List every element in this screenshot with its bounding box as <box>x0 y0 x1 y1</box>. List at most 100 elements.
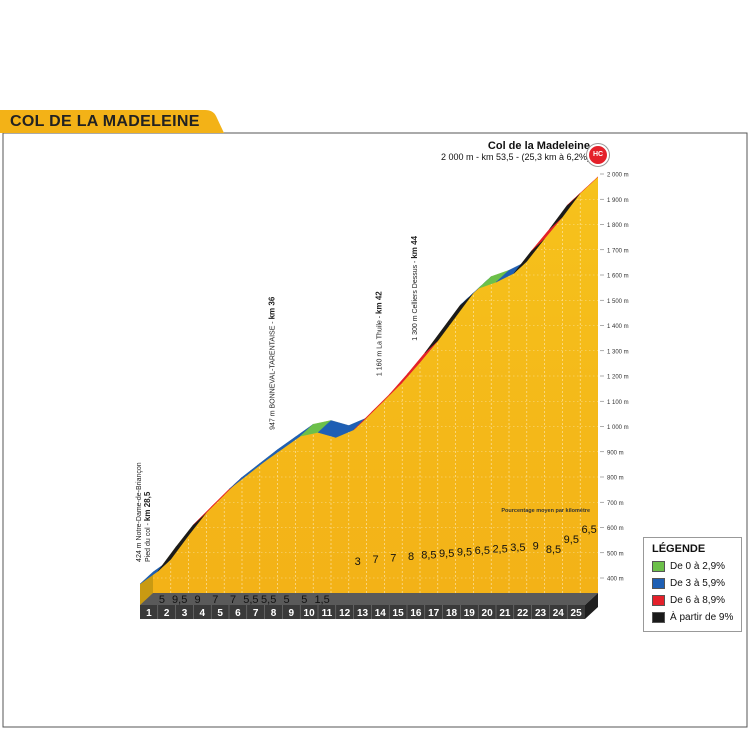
annotation-km: km 36 <box>268 296 277 319</box>
gradient-segment-25 <box>567 176 599 206</box>
km-marker: 3 <box>182 608 188 619</box>
legend-item-6-9: De 6 à 8,9% <box>652 593 725 607</box>
profile-top-band <box>140 593 598 605</box>
legend-swatch-red <box>652 594 665 606</box>
annotation-text: 424 m Notre-Dame-de-Briançon <box>136 462 143 562</box>
gradient-label: 8 <box>408 551 414 563</box>
gradient-label: 7 <box>372 554 378 566</box>
km-marker: 2 <box>164 608 170 619</box>
y-tick-label: 1 900 m <box>607 198 629 204</box>
summit-name: Col de la Madeleine <box>487 140 590 152</box>
annotation-km: km 42 <box>374 291 383 314</box>
annotation-subtext: Pied du col - km 28,5 <box>143 491 152 562</box>
gradient-label: 7 <box>212 594 218 606</box>
km-marker: 6 <box>235 608 241 619</box>
gradient-label: 6,5 <box>475 545 490 557</box>
y-tick-label: 800 m <box>607 476 624 482</box>
gradient-label: 3 <box>355 556 361 568</box>
legend-label: De 0 à 2,9% <box>670 560 726 572</box>
category-badge-text: HC <box>592 151 604 158</box>
km-marker: 24 <box>553 608 565 619</box>
gradient-label: 7 <box>390 553 396 565</box>
y-tick-label: 600 m <box>607 526 624 532</box>
y-tick-label: 700 m <box>607 501 624 507</box>
gradient-label: 8,5 <box>421 550 436 562</box>
km-marker: 25 <box>571 608 583 619</box>
km-marker: 10 <box>304 608 316 619</box>
profile-area <box>153 176 598 594</box>
profile-start-face <box>140 571 153 605</box>
gradient-label: 9,5 <box>172 594 187 606</box>
gradient-label: 9,5 <box>457 547 472 559</box>
annotation-km: km 44 <box>410 235 419 258</box>
gradient-label: 5,5 <box>261 594 276 606</box>
gradient-label: 2,5 <box>492 544 507 556</box>
gradient-label: 7 <box>230 594 236 606</box>
annotation-3: 1 300 m Celliers Dessus - km 44 <box>410 235 419 340</box>
annotation-km: km 28,5 <box>143 491 152 521</box>
km-marker: 5 <box>217 608 223 619</box>
km-marker: 1 <box>146 608 152 619</box>
km-band <box>140 605 585 619</box>
legend-item-9-plus: À partir de 9% <box>652 610 733 624</box>
annotation-1: 947 m BONNEVAL-TARENTAISE - km 36 <box>268 296 277 430</box>
summit-details: 2 000 m - km 53,5 - (25,3 km à 6,2%) <box>440 152 590 162</box>
summit-label: Col de la Madeleine 2 000 m - km 53,5 - … <box>440 140 590 162</box>
y-tick-label: 2 000 m <box>607 173 629 179</box>
title-tab <box>0 110 224 133</box>
y-tick-label: 1 500 m <box>607 299 629 305</box>
km-marker: 16 <box>410 608 422 619</box>
legend-title: LÉGENDE <box>652 543 706 555</box>
y-tick-label: 900 m <box>607 450 624 456</box>
gradient-label: 5,5 <box>243 594 258 606</box>
legend-swatch-blue <box>652 577 665 589</box>
annotation-text: 1 160 m La Thuile - km 42 <box>374 291 383 376</box>
gradient-label: 9,5 <box>564 534 579 546</box>
gradient-label: 3,5 <box>510 542 525 554</box>
km-marker: 17 <box>428 608 440 619</box>
y-tick-label: 1 800 m <box>607 223 629 229</box>
y-tick-label: 1 200 m <box>607 375 629 381</box>
annotation-text: 1 300 m Celliers Dessus - km 44 <box>410 235 419 340</box>
page-title: COL DE LA MADELEINE <box>10 113 200 130</box>
y-tick-label: 1 100 m <box>607 400 629 406</box>
km-marker: 12 <box>339 608 351 619</box>
y-tick-label: 1 600 m <box>607 274 629 280</box>
km-marker: 18 <box>446 608 458 619</box>
category-badge: HC <box>587 144 609 166</box>
km-marker: 22 <box>517 608 529 619</box>
gradient-label: 5 <box>301 594 307 606</box>
km-marker: 13 <box>357 608 369 619</box>
y-tick-label: 1 700 m <box>607 248 629 254</box>
km-marker: 19 <box>464 608 476 619</box>
km-marker: 20 <box>482 608 494 619</box>
note-text: Pourcentage moyen par kilomètre <box>501 508 590 514</box>
annotation-0: 424 m Notre-Dame-de-Briançon Pied du col … <box>136 462 152 562</box>
y-tick-label: 1 400 m <box>607 324 629 330</box>
gradient-label: 1,5 <box>314 594 329 606</box>
legend-swatch-green <box>652 560 665 572</box>
chart-frame <box>2 132 748 728</box>
annotation-text: 947 m BONNEVAL-TARENTAISE - km 36 <box>268 296 277 430</box>
legend-item-0-3: De 0 à 2,9% <box>652 559 725 573</box>
y-tick-label: 1 000 m <box>607 425 629 431</box>
y-tick-label: 400 m <box>607 577 624 583</box>
legend-swatch-black <box>652 611 665 623</box>
gradient-label: 6,5 <box>581 524 596 536</box>
gradient-label: 5 <box>283 594 289 606</box>
y-tick-label: 500 m <box>607 551 624 557</box>
y-tick-label: 1 300 m <box>607 349 629 355</box>
km-marker: 4 <box>200 608 206 619</box>
km-marker: 9 <box>289 608 295 619</box>
gradient-label: 9 <box>533 541 539 553</box>
km-marker: 11 <box>322 608 333 619</box>
legend-item-3-6: De 3 à 5,9% <box>652 576 725 590</box>
gradient-label: 9,5 <box>439 548 454 560</box>
km-marker: 8 <box>271 608 277 619</box>
legend-label: De 6 à 8,9% <box>670 594 726 606</box>
legend-label: De 3 à 5,9% <box>670 577 726 589</box>
km-marker: 7 <box>253 608 259 619</box>
km-marker: 23 <box>535 608 547 619</box>
km-marker: 15 <box>393 608 405 619</box>
